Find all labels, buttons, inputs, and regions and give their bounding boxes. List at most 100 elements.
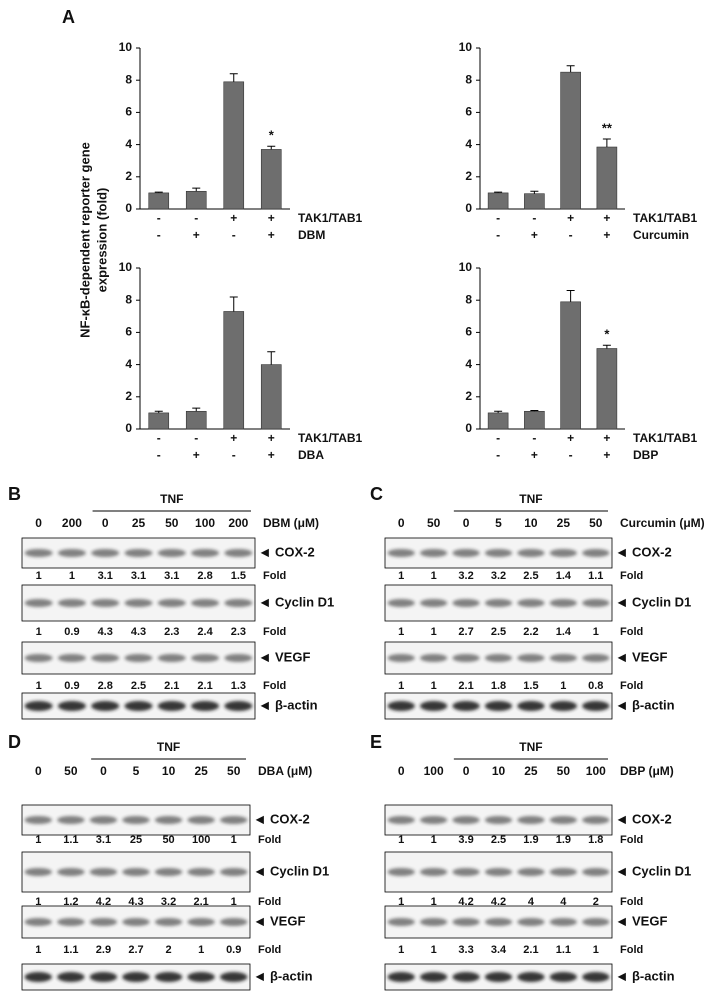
condition-sign: + [567, 211, 574, 225]
bar [260, 364, 282, 430]
fold-value: 3.1 [131, 570, 146, 582]
condition-sign: - [496, 448, 500, 462]
error-bar [566, 290, 575, 302]
y-tick-label: 2 [125, 389, 132, 403]
band-arrow: ◀ [617, 867, 626, 878]
blot-band [387, 701, 415, 711]
band-name: β-actin [632, 697, 675, 712]
panel-label: D [8, 732, 21, 752]
y-tick-label: 6 [465, 325, 472, 339]
blot-band [187, 816, 215, 824]
dose-label: 50 [589, 516, 603, 530]
error-bar [566, 65, 575, 73]
fold-value: 3.3 [458, 944, 473, 956]
condition-sign: - [232, 228, 236, 242]
blot-band [582, 599, 610, 607]
condition-sign: + [230, 431, 237, 445]
dose-label: 0 [463, 516, 470, 530]
blot-band [387, 918, 415, 926]
fold-value: 1 [198, 944, 204, 956]
blot-band [549, 868, 577, 876]
fold-label: Fold [258, 944, 281, 956]
y-tick-label: 10 [459, 260, 473, 274]
band-arrow: ◀ [255, 917, 264, 928]
condition-sign: + [531, 448, 538, 462]
blot-band [24, 701, 53, 711]
fold-value: 1 [35, 896, 41, 908]
blot-band [191, 654, 220, 662]
fold-value: 3.1 [96, 834, 111, 846]
condition-sign: - [157, 228, 161, 242]
blot-band [420, 549, 448, 557]
fold-value: 3.2 [491, 570, 506, 582]
blot-band [517, 701, 545, 711]
condition-name: Curcumin [633, 228, 689, 242]
condition-name: TAK1/TAB1 [633, 431, 698, 445]
blot-band [122, 816, 150, 824]
blot-band [484, 918, 513, 926]
fold-value: 1.9 [556, 834, 571, 846]
y-tick-label: 8 [465, 72, 472, 86]
band-arrow: ◀ [617, 972, 626, 983]
fold-value: 1 [398, 570, 404, 582]
blot-band [91, 599, 120, 607]
fold-value: 2.2 [523, 626, 538, 638]
band-name: COX-2 [270, 811, 310, 826]
dose-unit: Curcumin (μM) [620, 516, 705, 530]
blot-band [24, 816, 52, 824]
condition-sign: + [230, 211, 237, 225]
condition-sign: + [603, 228, 610, 242]
fold-value: 1.3 [231, 680, 246, 692]
blot-band [387, 599, 415, 607]
blot-band [452, 599, 480, 607]
fold-value: 0.8 [588, 680, 603, 692]
treatment-label: TNF [519, 740, 542, 754]
error-bar [154, 191, 163, 193]
bar [596, 146, 618, 210]
condition-sign: - [194, 211, 198, 225]
blot-band [549, 918, 577, 926]
fold-value: 1 [69, 570, 75, 582]
y-tick-label: 8 [125, 292, 132, 306]
fold-value: 3.2 [458, 570, 473, 582]
fold-value: 4.2 [458, 896, 473, 908]
blot-band [89, 972, 118, 982]
condition-sign: - [496, 211, 500, 225]
blot-band [157, 549, 186, 557]
blot-band [387, 549, 415, 557]
fold-value: 25 [130, 834, 142, 846]
fold-value: 2.1 [164, 680, 179, 692]
blot-band [517, 549, 545, 557]
dose-label: 5 [133, 764, 140, 778]
band-arrow: ◀ [617, 701, 626, 712]
fold-value: 4.2 [491, 896, 506, 908]
fold-value: 2.5 [491, 626, 506, 638]
condition-sign: + [268, 431, 275, 445]
dose-label: 25 [194, 764, 208, 778]
error-bar [154, 410, 163, 413]
y-tick-label: 10 [119, 260, 133, 274]
band-name: β-actin [632, 968, 675, 983]
error-bar [494, 191, 503, 193]
blot-band [57, 701, 86, 711]
fold-value: 3.4 [491, 944, 507, 956]
dose-label: 0 [463, 764, 470, 778]
condition-sign: + [268, 211, 275, 225]
blot-band [122, 972, 150, 982]
error-bar [267, 351, 276, 365]
blot-band [420, 918, 448, 926]
dose-label: 0 [398, 764, 405, 778]
band-arrow: ◀ [260, 701, 269, 712]
fold-value: 1 [36, 570, 42, 582]
bar [560, 301, 581, 430]
blot-band [122, 868, 150, 876]
error-bar [192, 407, 201, 412]
fold-value: 1 [398, 896, 404, 908]
treatment-label: TNF [157, 740, 180, 754]
blot-band [154, 918, 183, 926]
y-tick-label: 10 [459, 40, 473, 54]
dose-label: 0 [100, 764, 107, 778]
condition-sign: + [603, 431, 610, 445]
dose-label: 50 [64, 764, 78, 778]
fold-value: 4 [560, 896, 567, 908]
